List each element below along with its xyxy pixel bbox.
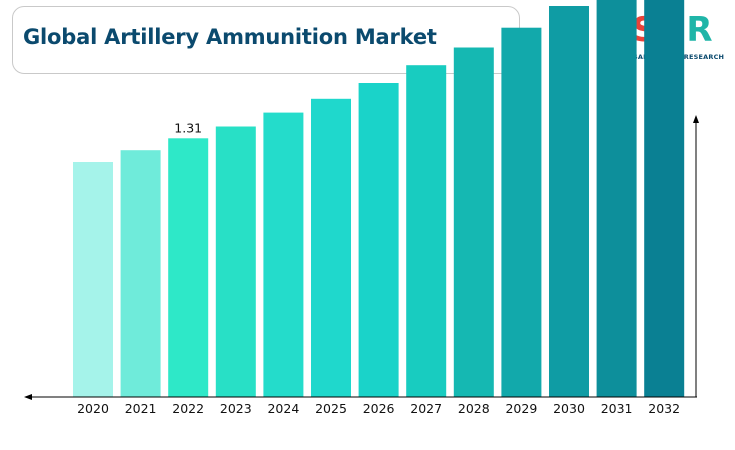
title-box: Global Artillery Ammunition Market xyxy=(12,6,520,74)
y-axis-arrow xyxy=(693,115,699,123)
x-tick-label-2023: 2023 xyxy=(220,401,252,416)
x-tick-label-2025: 2025 xyxy=(315,401,347,416)
data-label-2022: 1.31 xyxy=(174,120,202,135)
bars-group xyxy=(73,0,685,398)
x-tick-label-2021: 2021 xyxy=(125,401,157,416)
bar-2025 xyxy=(311,98,351,398)
bar-2031 xyxy=(596,0,637,398)
x-tick-label-2028: 2028 xyxy=(458,401,490,416)
x-tick-label-2020: 2020 xyxy=(77,401,109,416)
x-tick-label-2024: 2024 xyxy=(267,401,299,416)
bar-2026 xyxy=(358,83,399,397)
bar-2032 xyxy=(644,0,685,397)
bar-2029 xyxy=(501,27,542,397)
x-tick-label-2030: 2030 xyxy=(553,401,585,416)
bar-2028 xyxy=(453,47,494,397)
bar-2027 xyxy=(406,65,447,397)
labels-group: 2020 2021 2022 2023 2024 2025 2026 2027 2028 2029… xyxy=(77,120,680,416)
x-tick-label-2031: 2031 xyxy=(601,401,633,416)
x-tick-label-2027: 2027 xyxy=(410,401,442,416)
bar-2021 xyxy=(120,150,161,397)
bar-2020 xyxy=(73,162,113,397)
bar-2022 xyxy=(168,138,209,398)
x-tick-label-2029: 2029 xyxy=(505,401,537,416)
x-axis-arrow xyxy=(24,394,32,400)
x-tick-label-2026: 2026 xyxy=(363,401,395,416)
x-tick-label-2022: 2022 xyxy=(172,401,204,416)
page-title: Global Artillery Ammunition Market xyxy=(23,25,437,49)
bar-2024 xyxy=(263,112,304,397)
bar-2030 xyxy=(549,6,589,397)
bar-2023 xyxy=(215,126,256,397)
x-tick-label-2032: 2032 xyxy=(648,401,680,416)
